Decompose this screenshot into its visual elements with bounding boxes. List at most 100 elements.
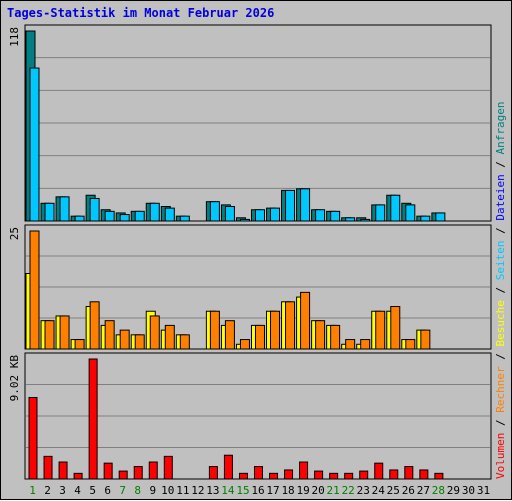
x-tick-label: 9 [149, 484, 156, 497]
bar-rechner-day-6 [104, 320, 115, 350]
x-tick-label: 3 [59, 484, 66, 497]
bar-dateien-day-21 [330, 210, 341, 222]
x-tick-label: 10 [161, 484, 174, 497]
bar-rechner-day-11 [179, 334, 190, 350]
x-tick-label: 15 [236, 484, 249, 497]
bar-dateien-day-4 [74, 215, 85, 222]
x-tick-label: 26 [402, 484, 415, 497]
bar-rechner-day-3 [59, 315, 70, 350]
bar-dateien-day-2 [44, 202, 55, 222]
bar-dateien-day-24 [375, 204, 386, 222]
bar-dateien-day-18 [285, 189, 296, 222]
bar-rechner-day-23 [360, 339, 371, 350]
x-tick-label: 29 [447, 484, 460, 497]
bar-volumen-day-21 [329, 472, 339, 480]
bar-dateien-day-27 [420, 215, 431, 222]
x-tick-label: 19 [296, 484, 309, 497]
x-tick-label: 8 [134, 484, 141, 497]
bar-dateien-day-19 [300, 188, 311, 222]
bar-volumen-day-6 [103, 462, 113, 480]
bar-rechner-day-26 [405, 339, 416, 350]
bar-volumen-day-17 [269, 472, 279, 480]
bar-volumen-day-2 [43, 455, 53, 480]
bar-rechner-day-4 [74, 339, 85, 350]
bar-volumen-day-5 [88, 358, 98, 480]
x-tick-label: 30 [462, 484, 475, 497]
bar-rechner-day-15 [239, 339, 250, 350]
bar-volumen-day-13 [208, 466, 218, 480]
bar-volumen-day-15 [238, 472, 248, 480]
x-tick-label: 4 [74, 484, 81, 497]
bar-rechner-day-2 [44, 320, 55, 350]
legend-entry: Besuche [494, 300, 507, 346]
x-tick-label: 20 [312, 484, 325, 497]
bar-volumen-day-18 [284, 469, 294, 480]
bar-volumen-day-27 [419, 469, 429, 480]
bar-rechner-day-22 [345, 339, 356, 350]
bar-volumen-day-22 [344, 472, 354, 480]
bar-volumen-day-24 [374, 462, 384, 480]
legend-entry: Volumen [494, 433, 507, 479]
bar-dateien-day-6 [104, 210, 115, 222]
x-tick-label: 16 [251, 484, 264, 497]
bar-dateien-day-11 [179, 215, 190, 222]
bar-dateien-day-23 [360, 218, 371, 222]
x-tick-label: 21 [327, 484, 340, 497]
bar-dateien-day-26 [405, 204, 416, 222]
bar-volumen-day-20 [314, 470, 324, 480]
bar-dateien-day-20 [315, 209, 326, 222]
x-tick-label: 28 [432, 484, 445, 497]
legend-entry: Anfragen [494, 101, 507, 154]
x-tick-label: 5 [89, 484, 96, 497]
x-tick-label: 22 [342, 484, 355, 497]
bar-volumen-day-4 [73, 472, 83, 480]
x-tick-label: 14 [221, 484, 235, 497]
x-tick-label: 27 [417, 484, 430, 497]
chart-title: Tages-Statistik im Monat Februar 2026 [7, 6, 275, 20]
x-tick-label: 13 [206, 484, 219, 497]
bar-rechner-day-19 [300, 291, 311, 350]
bar-rechner-day-25 [390, 306, 401, 350]
y-max-label: 118 [8, 27, 21, 47]
x-tick-label: 2 [44, 484, 51, 497]
bar-volumen-day-26 [404, 466, 414, 480]
bar-rechner-day-9 [149, 315, 160, 350]
bar-volumen-day-9 [148, 461, 158, 480]
bar-volumen-day-8 [133, 466, 143, 480]
bar-volumen-day-14 [223, 454, 233, 480]
x-tick-label: 7 [119, 484, 126, 497]
bar-dateien-day-5 [89, 197, 100, 222]
x-tick-label: 1 [29, 484, 36, 497]
bar-rechner-day-13 [209, 310, 220, 350]
bar-dateien-day-9 [149, 202, 160, 222]
bar-rechner-day-18 [285, 301, 296, 350]
bar-volumen-day-25 [389, 469, 399, 480]
bar-rechner-day-16 [254, 324, 265, 350]
bar-volumen-day-1 [28, 396, 38, 480]
bar-rechner-day-5 [89, 301, 100, 350]
series-legend: Volumen / Rechner / Besuche / Seiten / D… [494, 101, 507, 479]
bar-rechner-day-8 [134, 334, 145, 350]
x-tick-label: 12 [191, 484, 204, 497]
bar-rechner-day-27 [420, 329, 431, 350]
bar-dateien-day-13 [209, 201, 220, 222]
bar-rechner-day-1 [29, 230, 40, 350]
bar-dateien-day-22 [345, 217, 356, 222]
bar-volumen-day-23 [359, 470, 369, 480]
legend-entry: / [494, 154, 507, 174]
bar-volumen-day-7 [118, 470, 128, 480]
bar-volumen-day-28 [434, 472, 444, 480]
bar-dateien-day-28 [435, 212, 446, 222]
bar-volumen-day-3 [58, 461, 68, 480]
legend-entry: Dateien [494, 174, 507, 220]
bar-dateien-day-15 [239, 218, 250, 222]
legend-entry: / [494, 280, 507, 300]
x-tick-label: 31 [477, 484, 490, 497]
bar-dateien-day-14 [224, 206, 235, 222]
y-max-label: 9.02 KB [8, 355, 21, 402]
bar-volumen-day-10 [163, 455, 173, 480]
bar-rechner-day-20 [315, 320, 326, 350]
bar-rechner-day-7 [119, 329, 130, 350]
bar-dateien-day-16 [254, 209, 265, 222]
